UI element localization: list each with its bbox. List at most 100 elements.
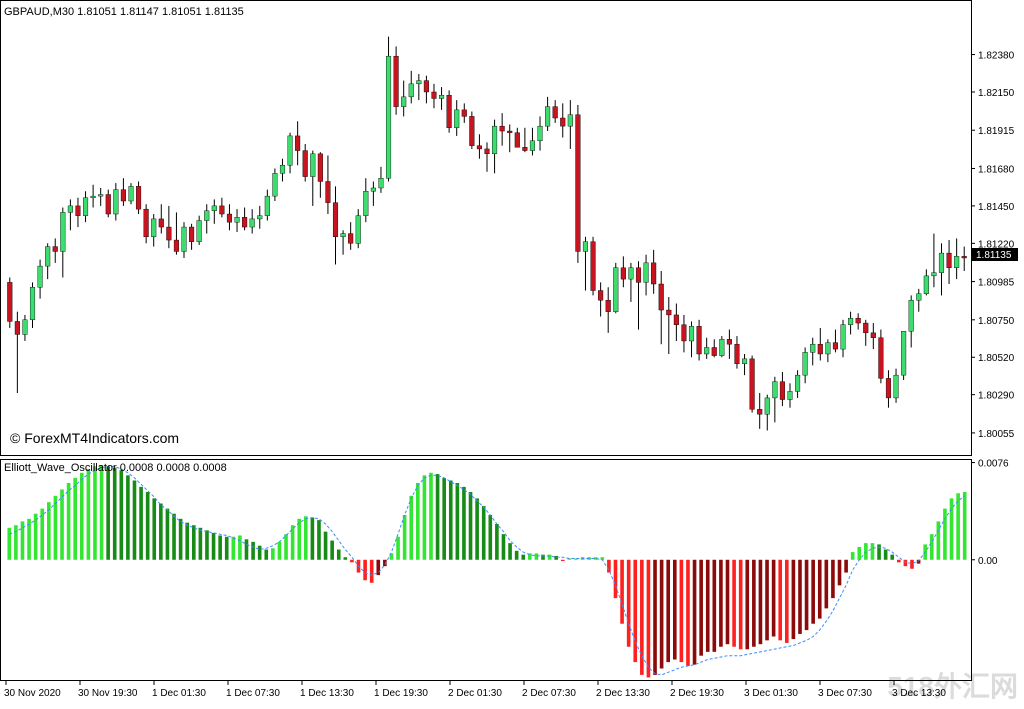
oscillator-series [7,465,967,678]
oscillator-bar [798,559,802,634]
oscillator-bar [752,559,756,647]
oscillator-bar [145,491,150,560]
oscillator-bar [600,557,605,560]
oscillator-bar [626,559,631,647]
price-pane[interactable] [0,0,972,456]
candle-body [325,181,331,203]
oscillator-bar [66,483,71,560]
candle-body [120,189,126,202]
price-axis-label: 1.82150 [978,88,1015,99]
oscillator-bar [824,559,829,609]
oscillator-bar [172,513,176,560]
candle-body [764,397,770,415]
oscillator-bar [817,559,822,619]
candle-body [795,374,801,392]
price-window-title: GBPAUD,M30 1.81051 1.81147 1.81051 1.811… [4,6,244,18]
oscillator-bar [191,525,196,560]
candle-body [189,226,195,242]
candle-body [923,275,929,294]
oscillator-bar [936,521,941,560]
candle-body [52,246,58,252]
candle-body [779,381,785,400]
candle-body [492,125,498,155]
oscillator-bar [224,536,229,560]
oscillator-bar [271,548,275,560]
candle-body [810,344,816,353]
current-price-label: 1.81135 [976,250,1012,261]
oscillator-bar [198,527,203,560]
candle-body [151,218,157,238]
candle-body [279,165,286,174]
candle-body [45,246,51,267]
candle-body [567,114,573,127]
time-axis-label: 3 Dec 07:30 [818,688,872,699]
oscillator-bar [303,516,308,560]
candle-body [863,322,869,334]
oscillator-bar [468,491,473,560]
oscillator-bar [60,489,64,560]
oscillator-bar [929,534,934,560]
candle-body [363,191,369,216]
price-axis-label: 1.80055 [978,429,1015,440]
candle-body [893,374,899,399]
forexmt4-watermark: © ForexMT4Indicators.com [10,430,179,446]
candle-body [136,186,142,210]
oscillator-bar [442,477,446,560]
oscillator-bar [448,480,453,560]
oscillator-bar [554,555,558,560]
candle-body [605,300,611,312]
oscillator-pane[interactable] [0,459,972,681]
candle-body [431,91,437,99]
candle-body [832,342,838,350]
oscillator-bar [699,559,703,656]
oscillator-bar [501,534,506,560]
oscillator-bar [850,552,855,560]
oscillator-bar [244,539,249,560]
oscillator-bar [277,541,282,560]
candle-body [673,314,679,325]
oscillator-bar [943,508,947,560]
oscillator-bar [488,515,493,560]
candle-body [22,319,28,335]
oscillator-bar [910,559,914,569]
oscillator-bar [738,559,743,650]
oscillator-window-title: Elliott_Wave_Oscillator 0.0008 0.0008 0.… [4,462,227,474]
oscillator-bar [495,523,499,560]
candle-body [393,55,399,107]
oscillator-bar [383,559,387,567]
time-axis-label: 3 Dec 13:30 [892,688,946,699]
candle-body [961,256,967,259]
price-series [7,36,967,431]
candle-body [651,262,657,285]
candle-body [522,147,528,151]
time-axis-label: 30 Nov 19:30 [78,688,138,699]
candle-body [7,282,13,322]
oscillator-bar [475,498,479,560]
candle-body [166,226,172,241]
candle-body [908,300,914,332]
oscillator-bar [705,559,710,652]
oscillator-bar [93,466,97,560]
oscillator-bar [409,495,414,560]
price-axis-label: 1.80520 [978,353,1015,364]
oscillator-bar [106,466,110,560]
oscillator-bar [185,522,190,560]
candle-body [98,194,104,197]
candle-body [741,358,748,364]
oscillator-bar [178,518,183,560]
oscillator-bar [73,477,77,560]
price-axis-label: 1.80750 [978,316,1015,327]
candle-body [416,80,422,85]
candle-body [552,106,558,119]
oscillator-bar [778,559,783,641]
oscillator-bar [317,520,321,560]
candle-body [931,272,937,277]
candle-body [946,252,952,268]
candle-body [901,331,907,376]
oscillator-bar [231,536,236,560]
candle-body [643,262,649,283]
time-axis-label: 3 Dec 01:30 [744,688,798,699]
candle-body [613,267,619,312]
oscillator-bar [27,518,31,560]
